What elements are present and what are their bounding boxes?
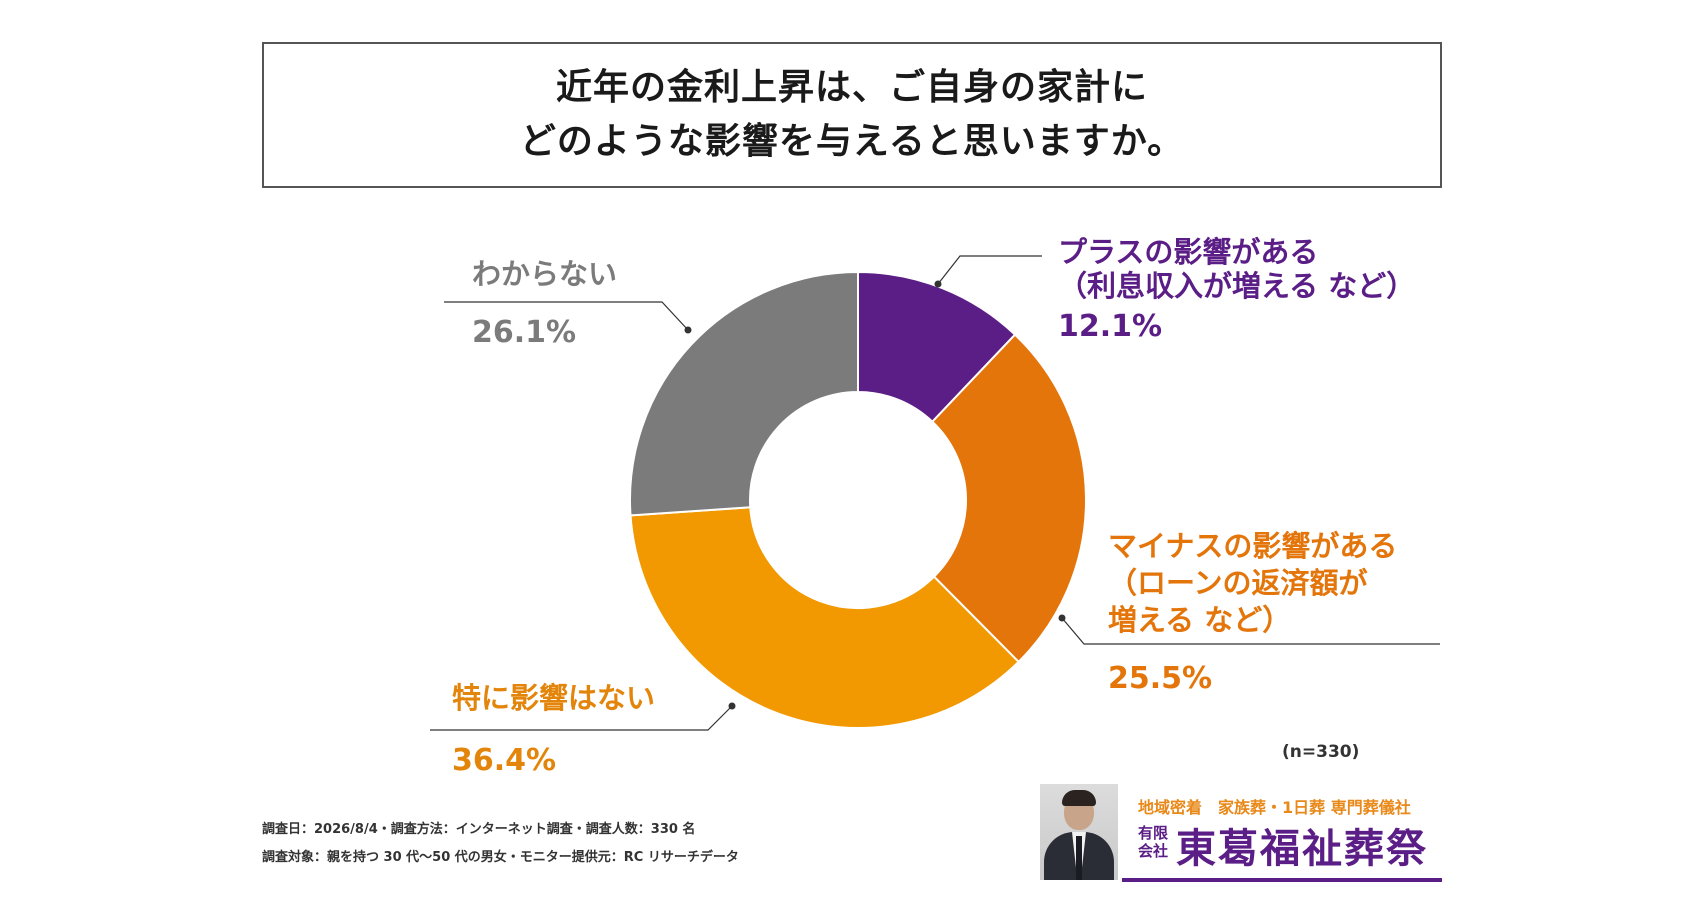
question-title-box: 近年の金利上昇は、ご自身の家計に どのような影響を与えると思いますか。 <box>262 42 1442 188</box>
survey-footnote-1: 調査日：2026/8/4・調査方法：インターネット調査・調査人数：330 名 <box>262 822 696 837</box>
question-title-line-2: どのような影響を与えると思いますか。 <box>519 121 1185 162</box>
sponsor-banner: 地域密着 家族葬・1日葬 専門葬儀社 有限会社 東葛福祉葬祭 <box>1040 780 1442 884</box>
leader-line-4 <box>444 301 689 331</box>
sponsor-portrait-photo <box>1040 784 1118 880</box>
sponsor-underline <box>1122 878 1442 882</box>
leader-line-1 <box>937 255 1042 285</box>
slice-percent-label-4: 26.1% <box>472 315 576 350</box>
donut-slice-3 <box>629 506 1021 729</box>
slice-percent-label-3: 36.4% <box>452 743 556 778</box>
leader-dot-4 <box>684 326 692 334</box>
question-title-line-1: 近年の金利上昇は、ご自身の家計に <box>555 67 1148 108</box>
slice-label-3-line-1: 特に影響はない <box>452 681 655 715</box>
leader-dot-3 <box>728 702 736 710</box>
survey-footnote-2: 調査対象：親を持つ 30 代〜50 代の男女・モニター提供元：RC リサーチデー… <box>262 850 739 865</box>
slice-label-1-line-1: プラスの影響がある <box>1058 235 1318 269</box>
donut-slice-4 <box>629 270 859 517</box>
sponsor-company-name: 東葛福祉葬祭 <box>1176 826 1428 872</box>
donut-slice-2 <box>930 333 1087 664</box>
slice-label-4-line-1: わからない <box>472 257 617 291</box>
leader-dot-1 <box>934 280 942 288</box>
sponsor-tagline: 地域密着 家族葬・1日葬 専門葬儀社 <box>1138 798 1411 817</box>
slice-percent-label-2: 25.5% <box>1108 661 1212 696</box>
slice-label-1-line-2: （利息収入が増える など） <box>1058 269 1415 303</box>
slice-label-2-line-3: 増える など） <box>1108 603 1291 637</box>
slice-label-2-line-2: （ローンの返済額が <box>1108 566 1368 600</box>
slice-label-2-line-1: マイナスの影響がある <box>1108 529 1397 563</box>
sample-size-label: (n=330) <box>1282 742 1360 762</box>
slice-percent-label-1: 12.1% <box>1058 309 1162 344</box>
leader-line-3 <box>430 705 733 731</box>
leader-dot-2 <box>1058 614 1066 622</box>
leader-line-2 <box>1061 617 1440 645</box>
sponsor-company-kind: 有限会社 <box>1138 824 1169 860</box>
